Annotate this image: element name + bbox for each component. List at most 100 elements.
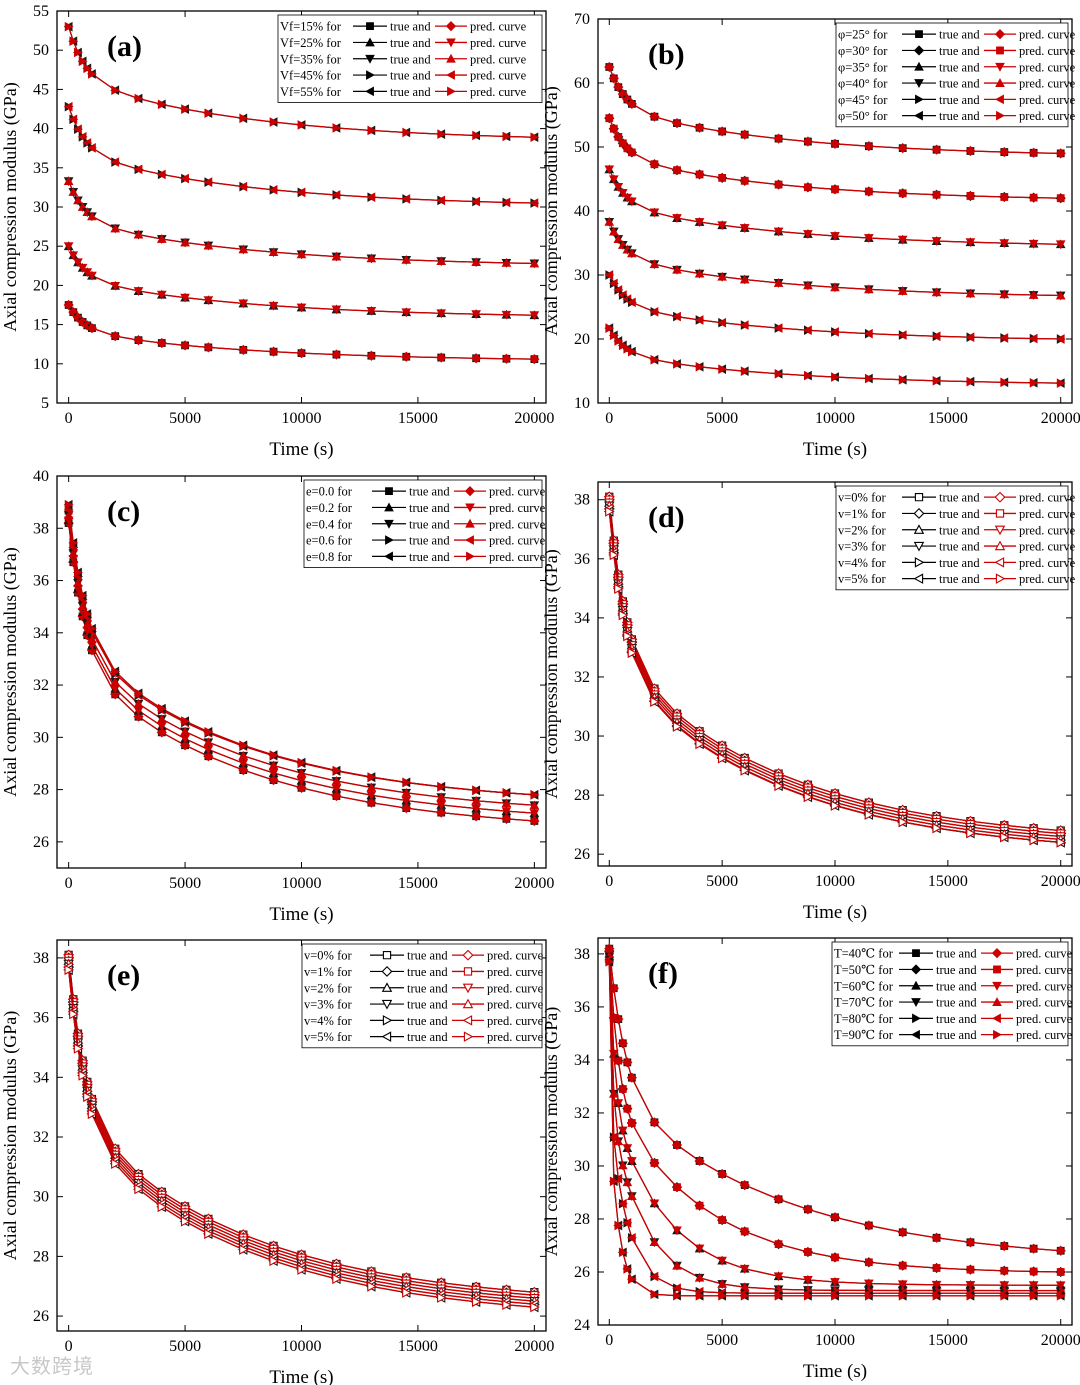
pred-point [181, 716, 191, 726]
legend: v=0% for true and pred. curve v=1% for true … [301, 943, 544, 1049]
series-1 [604, 61, 1066, 159]
pred-point [931, 331, 941, 342]
pred-point [180, 237, 190, 247]
pred-point [134, 1183, 144, 1195]
pred-point [932, 1264, 941, 1272]
pred-point [626, 98, 637, 110]
pred-point [999, 146, 1010, 158]
legend-box [831, 941, 1069, 1047]
series-5 [63, 499, 540, 800]
legend-pred-marker [995, 78, 1005, 87]
x-axis-label: Time (s) [269, 439, 333, 460]
pred-point [897, 1227, 908, 1238]
pred-point [1029, 377, 1039, 388]
pred-point [501, 197, 511, 208]
pred-point [804, 183, 812, 192]
legend-pred-marker [996, 46, 1004, 55]
pred-point [297, 120, 307, 130]
pred-point [773, 323, 783, 333]
series-3 [604, 164, 1066, 250]
pred-point [627, 1119, 636, 1127]
series-1 [63, 517, 540, 827]
pred-point [238, 299, 249, 309]
pred-point [773, 277, 784, 287]
series-1 [63, 299, 540, 365]
pred-point [204, 726, 214, 737]
legend-series-name: T=40℃ for [834, 947, 894, 961]
pred-point [740, 765, 751, 776]
pred-point [650, 354, 660, 365]
legend-true-marker [914, 557, 925, 568]
pred-point [831, 1291, 840, 1301]
pred-point [88, 69, 97, 79]
legend-pred-text: pred. curve [470, 52, 527, 66]
pred-point [864, 1279, 874, 1289]
legend-series-name: v=5% for [304, 1030, 352, 1044]
legend-true-marker [366, 70, 375, 80]
pred-point [672, 1260, 682, 1270]
pred-point [110, 689, 121, 700]
x-tick-label: 10000 [282, 1338, 322, 1355]
pred-point [74, 47, 83, 58]
pred-point [717, 317, 727, 328]
pred-point [78, 1070, 89, 1081]
pred-point [77, 263, 88, 273]
x-axis-label: Time (s) [803, 902, 867, 923]
pred-point [331, 349, 342, 360]
legend-box [301, 943, 543, 1049]
legend-true-marker [381, 999, 393, 1010]
pred-point [614, 583, 624, 594]
pred-point [69, 1008, 79, 1020]
pred-point [830, 327, 839, 337]
legend-true-marker [382, 1015, 393, 1026]
pred-point [471, 310, 481, 320]
pred-point [774, 1291, 784, 1301]
pred-point [401, 194, 411, 204]
pred-point [78, 56, 88, 67]
pred-point [83, 1091, 93, 1103]
y-tick-label: 40 [574, 203, 590, 220]
legend-pred-text: pred. curve [487, 1014, 544, 1028]
pred-point [622, 1057, 633, 1068]
legend-true-text: true and [939, 556, 980, 570]
x-tick-label: 15000 [398, 1338, 438, 1355]
pred-point [471, 1296, 482, 1308]
series-5 [604, 270, 1066, 344]
pred-point [296, 249, 307, 259]
pred-point [134, 688, 144, 699]
pred-point [1056, 837, 1067, 848]
pred-point [268, 185, 278, 195]
legend-true-text: true and [409, 534, 450, 548]
legend-series-name: T=70℃ for [834, 996, 894, 1010]
legend-pred-text: pred. curve [470, 69, 527, 83]
y-tick-label: 38 [574, 946, 590, 963]
legend-series-name: e=0.4 for [306, 517, 353, 531]
x-tick-label: 0 [605, 410, 613, 427]
pred-point [609, 1176, 619, 1187]
pred-point [331, 790, 342, 802]
true-line [68, 106, 535, 204]
pred-point [673, 1183, 681, 1192]
legend-pred-text: pred. curve [489, 485, 546, 499]
y-tick-label: 24 [574, 1317, 590, 1334]
pred-point [999, 1281, 1010, 1291]
panel-label: (b) [648, 38, 685, 71]
pred-point [608, 175, 619, 185]
pred-point [898, 1291, 908, 1301]
pred-point [69, 36, 79, 47]
pred-point [931, 287, 942, 297]
pred-point [238, 181, 248, 192]
series-4 [63, 101, 540, 208]
pred-point [471, 795, 481, 805]
legend-pred-marker [994, 540, 1006, 551]
pred-point [773, 133, 784, 144]
legend-pred-marker [992, 981, 1002, 991]
x-axis-label: Time (s) [803, 439, 867, 460]
pred-point [1000, 193, 1009, 201]
x-tick-label: 15000 [928, 410, 968, 427]
pred-point [739, 274, 750, 284]
legend-series-name: φ=30° for [838, 44, 888, 58]
pred-point [863, 141, 874, 152]
chart-panel-6: 0 5000 10000 15000 20000 24 26 28 30 32 34 36 38 Time… [541, 937, 1080, 1382]
